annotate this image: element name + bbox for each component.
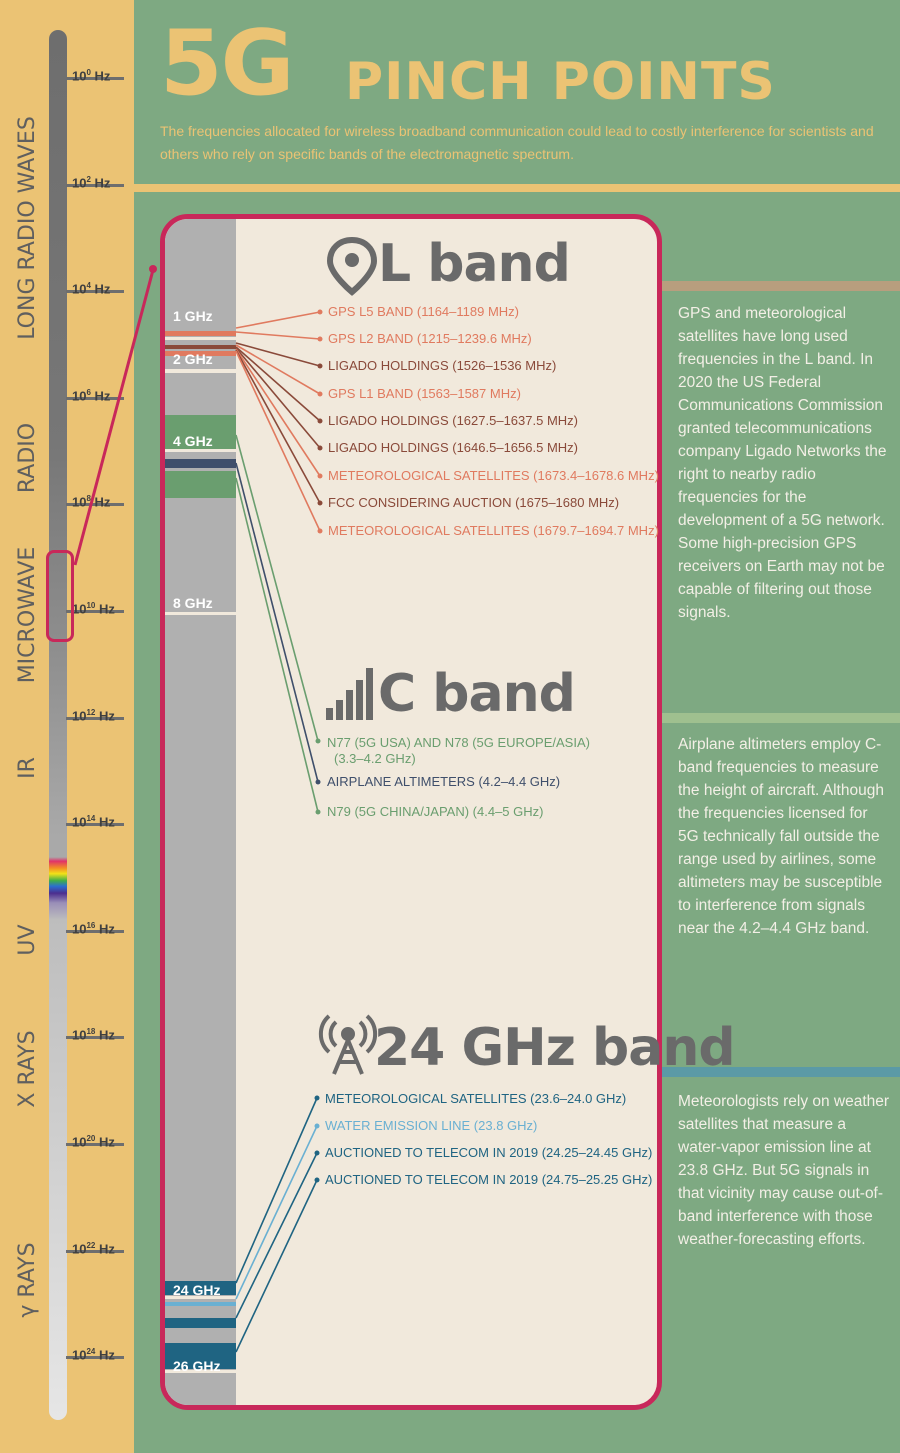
microwave-highlight-box [46, 550, 74, 642]
ghz24-band-title: 24 GHz band [374, 1018, 736, 1078]
scale-line-26ghz [165, 1370, 236, 1373]
l-band-item: METEOROLOGICAL SATELLITES (1679.7–1694.7… [328, 523, 659, 538]
spectrum-gradient-bar [49, 30, 67, 1420]
l-band-item: GPS L5 BAND (1164–1189 MHz) [328, 304, 519, 319]
k-stripe-auction-2 [165, 1343, 236, 1369]
c-stripe-n79 [165, 471, 236, 498]
tick-10-0: 100 Hz [66, 66, 124, 83]
l-band-title: L band [378, 234, 571, 294]
l-line-7 [235, 348, 321, 477]
scale-label-24ghz: 24 GHz [173, 1282, 221, 1298]
ghz24-band-item: WATER EMISSION LINE (23.8 GHz) [325, 1118, 538, 1133]
tick-10-10: 1010 Hz [66, 599, 124, 616]
scale-label-26ghz: 26 GHz [173, 1358, 221, 1374]
l-line-3 [235, 342, 321, 367]
scale-line-8ghz [165, 612, 236, 615]
c-line-2 [235, 462, 319, 783]
k-line-1 [235, 1097, 318, 1284]
l-band-rule-outer [662, 281, 900, 291]
page-subtitle: The frequencies allocated for wireless b… [160, 123, 874, 162]
ghz24-band-item: AUCTIONED TO TELECOM IN 2019 (24.25–24.4… [325, 1145, 653, 1160]
l-band-description: GPS and meteorological satellites have l… [678, 305, 887, 621]
tick-10-12: 1012 Hz [66, 706, 124, 723]
l-band-item: LIGADO HOLDINGS (1646.5–1656.5 MHz) [328, 440, 578, 455]
microwave-connector [73, 269, 155, 566]
tick-10-22: 1022 Hz [66, 1239, 124, 1256]
l-line-9 [235, 350, 321, 532]
scale-line-4ghz [165, 449, 236, 452]
l-band-item: FCC CONSIDERING AUCTION (1675–1680 MHz) [328, 495, 620, 510]
c-band-item: AIRPLANE ALTIMETERS (4.2–4.4 GHz) [327, 774, 561, 789]
frequency-panel: 1 GHz 2 GHz 4 GHz 8 GHz 24 GHz 26 GHz [160, 214, 662, 1410]
l-line-1 [235, 311, 321, 329]
scale-line-24ghz [165, 1296, 236, 1299]
c-line-3 [235, 477, 319, 813]
tick-10-6: 106 Hz [66, 386, 124, 403]
c-stripe-altimeters [165, 459, 236, 468]
location-pin-icon [326, 236, 378, 296]
l-stripe-2 [165, 345, 236, 349]
l-line-8 [235, 349, 321, 504]
header-divider [134, 184, 900, 192]
microwave-connector-dot [149, 265, 157, 273]
signal-bars-icon [326, 668, 373, 720]
k-stripe-water [165, 1302, 236, 1306]
scale-label-4ghz: 4 GHz [173, 433, 213, 449]
tick-10-8: 108 Hz [66, 492, 124, 509]
l-stripe-3 [165, 351, 236, 356]
c-band-description: Airplane altimeters employ C-band freque… [678, 736, 884, 937]
c-band-item: (3.3–4.2 GHz) [334, 751, 416, 766]
connector-dots [314, 309, 323, 1183]
scale-label-1ghz: 1 GHz [173, 308, 213, 324]
tick-10-20: 1020 Hz [66, 1132, 124, 1149]
l-line-5 [235, 346, 321, 422]
l-line-6 [235, 347, 321, 449]
l-line-2 [235, 331, 321, 340]
k-line-4 [235, 1179, 318, 1353]
l-band-item: GPS L2 BAND (1215–1239.6 MHz) [328, 331, 532, 346]
c-band-title: C band [378, 664, 576, 724]
scale-line-2ghz [165, 369, 236, 373]
scale-label-8ghz: 8 GHz [173, 595, 213, 611]
c-band-item: N79 (5G CHINA/JAPAN) (4.4–5 GHz) [327, 804, 544, 819]
c-stripe-n77 [165, 415, 236, 449]
c-band-item: N77 (5G USA) AND N78 (5G EUROPE/ASIA) [327, 735, 590, 750]
c-band-rule-outer [662, 713, 900, 723]
page-title-pinch-points: PINCH POINTS [345, 52, 776, 112]
l-band-item: LIGADO HOLDINGS (1526–1536 MHz) [328, 358, 557, 373]
tick-10-2: 102 Hz [66, 173, 124, 190]
ghz24-band-rule-outer [662, 1067, 900, 1077]
tick-10-16: 1016 Hz [66, 919, 124, 936]
l-stripe-1 [165, 331, 236, 336]
tick-10-14: 1014 Hz [66, 812, 124, 829]
page-title-5g: 5G [160, 11, 294, 116]
l-band-item: METEOROLOGICAL SATELLITES (1673.4–1678.6… [328, 468, 659, 483]
scale-label-2ghz: 2 GHz [173, 351, 213, 367]
ghz24-band-item: AUCTIONED TO TELECOM IN 2019 (24.75–25.2… [325, 1172, 653, 1187]
radio-tower-icon [318, 1014, 378, 1075]
k-stripe-auction-1 [165, 1318, 236, 1328]
l-line-4 [235, 344, 321, 395]
l-band-item: LIGADO HOLDINGS (1627.5–1637.5 MHz) [328, 413, 578, 428]
l-band-item: GPS L1 BAND (1563–1587 MHz) [328, 386, 521, 401]
k-line-3 [235, 1152, 318, 1319]
tick-10-4: 104 Hz [66, 279, 124, 296]
tick-10-24: 1024 Hz [66, 1345, 124, 1362]
scale-line-1ghz [165, 337, 236, 340]
c-line-1 [235, 434, 319, 742]
k-line-2 [235, 1125, 318, 1300]
tick-10-18: 1018 Hz [66, 1025, 124, 1042]
spectrum-sidebar [0, 0, 134, 1453]
k-stripe-met-sat [165, 1281, 236, 1295]
ghz24-band-description: Meteorologists rely on weather satellite… [678, 1093, 890, 1248]
ghz24-band-item: METEOROLOGICAL SATELLITES (23.6–24.0 GHz… [325, 1091, 627, 1106]
